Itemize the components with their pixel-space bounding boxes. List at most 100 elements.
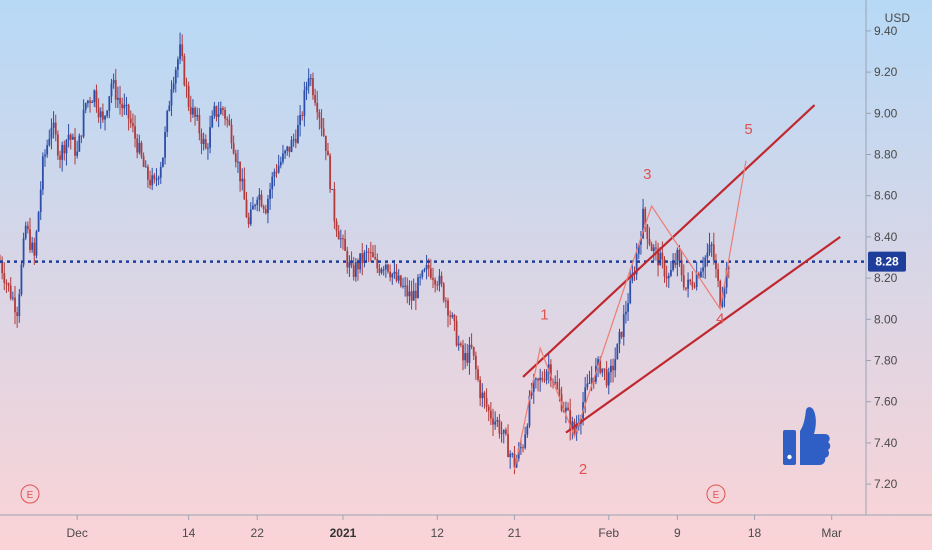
candle-body [226,118,229,121]
candle-body [279,161,282,166]
candle-body [56,134,59,156]
candle-body [547,364,550,372]
candle-body [680,260,683,276]
candle-body [1,261,4,274]
y-tick-label: 8.60 [874,189,898,203]
candle-body [599,359,602,373]
candle-body [534,378,537,380]
candle-body [258,194,261,200]
y-tick-label: 7.20 [874,477,898,491]
candle-body [438,275,441,286]
candle-body [303,90,306,116]
candle-body [31,242,34,250]
candle-body [46,145,49,155]
candle-body [149,179,151,186]
candle-body [408,291,411,297]
candle-body [86,100,89,104]
candle-body [264,208,267,214]
candle-body [556,381,559,389]
candle-body [706,252,709,258]
candle-body [112,80,115,84]
candle-body [249,209,252,225]
candle-body [177,59,179,70]
candle-body [695,273,698,288]
candle-body [404,285,407,287]
candle-body [331,189,334,191]
current-price-tag-background [868,251,906,272]
candle-body [672,262,674,270]
candle-body [434,279,437,285]
candle-body [219,108,222,115]
candle-body [335,221,338,232]
candle-body [5,282,8,284]
candle-body [200,133,203,144]
candle-body [192,107,194,115]
candle-body [644,208,647,225]
candle-body [166,111,169,132]
candle-body [41,156,44,190]
candle-body [363,252,366,263]
candle-body [314,95,317,103]
candle-body [269,189,271,199]
candle-body [339,238,342,240]
wave-label-2: 2 [579,461,587,478]
candle-body [110,83,113,97]
candle-body [710,244,713,246]
candle-body [410,291,413,301]
currency-label: USD [885,11,911,25]
candle-body [429,268,432,278]
candle-body [494,421,497,425]
candle-body [179,44,181,60]
candle-body [329,155,332,190]
candle-body [539,377,542,381]
candle-body [108,96,111,111]
candle-body [483,392,486,399]
event-marker-label: E [27,490,34,501]
candle-body [157,177,160,180]
candle-body [132,123,134,127]
candle-body [125,104,128,106]
channel-upper-line [522,104,816,378]
candle-body [344,238,347,251]
x-tick-label: 14 [182,526,196,540]
candle-body [37,212,40,232]
candle-body [61,144,64,160]
candle-body [213,106,216,116]
candle-body [151,175,154,186]
candle-body [648,239,651,245]
candle-body [489,410,492,419]
candle-body [635,254,638,275]
candle-body [700,271,702,278]
candle-body [170,89,173,106]
candle-body [119,97,121,104]
candle-body [215,106,218,118]
candle-body [676,249,679,265]
candle-body [682,275,685,288]
y-axis: 7.20 7.40 7.60 7.80 8.00 8.20 8.40 8.60 8.80 9.00… [866,24,898,491]
candle-body [637,244,640,255]
wave-label-1: 1 [540,306,548,323]
candle-body [78,135,81,152]
candle-body [622,314,625,337]
candle-body [168,105,171,112]
candle-body [234,153,237,163]
candle-body [436,284,439,286]
candle-body [640,238,642,245]
candle-body [99,111,102,118]
candle-body [129,118,132,124]
candle-body [663,259,666,277]
candle-body [307,78,310,87]
candle-body [211,115,214,128]
candle-body [204,139,207,149]
x-tick-label: Feb [598,526,619,540]
x-tick-label: 12 [431,526,445,540]
earnings-event-marker[interactable]: E [706,484,726,504]
candle-body [288,146,291,152]
current-price-tag-text: 8.28 [875,255,899,269]
candle-body [359,253,362,270]
y-tick-label: 9.00 [874,106,898,120]
earnings-event-marker[interactable]: E [20,484,40,504]
candle-body [374,257,377,259]
